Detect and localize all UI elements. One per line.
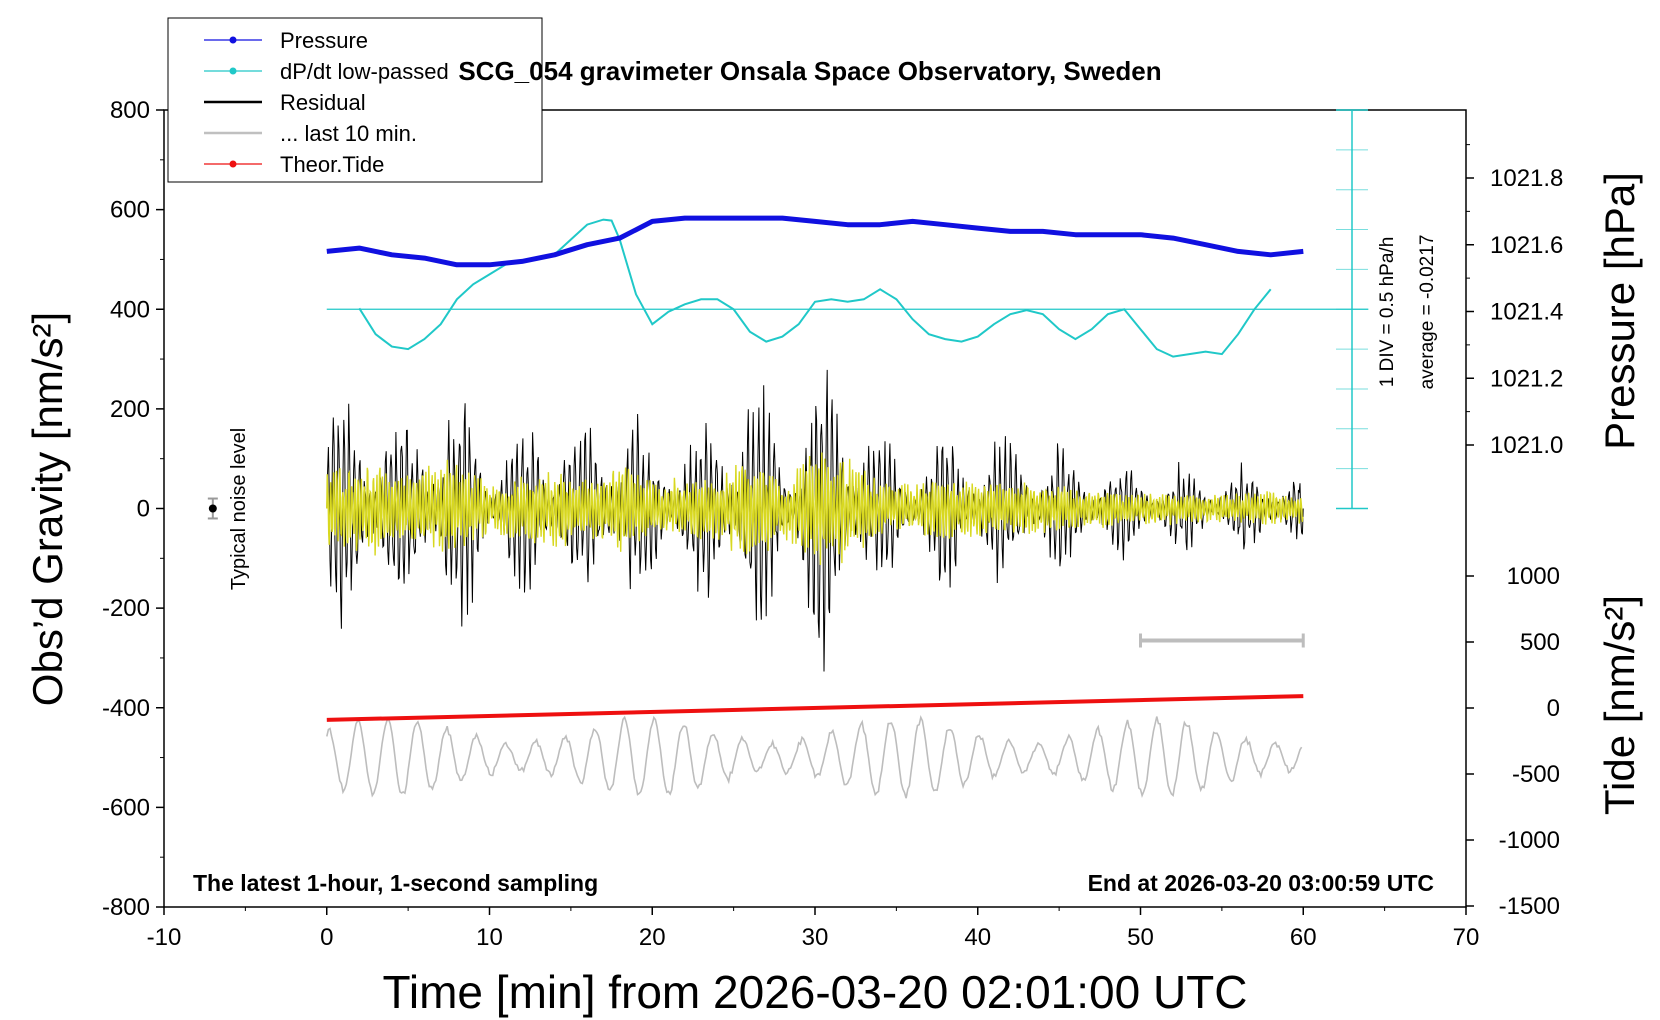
y-tick-label: 0 (137, 496, 150, 523)
y-tick-label: 400 (110, 296, 150, 323)
series-layer (207, 109, 1369, 799)
y-tick-label: -200 (102, 595, 150, 622)
annotation-bottom-right: End at 2026-03-20 03:00:59 UTC (1088, 870, 1434, 896)
legend-swatch-dot (229, 36, 237, 44)
legend-swatch-dot (229, 67, 237, 75)
x-tick-label: 10 (476, 924, 503, 951)
legend-label: Pressure (280, 28, 368, 53)
pressure-line (326, 215, 1304, 268)
x-tick-label: 20 (639, 924, 666, 951)
legend-label: Theor.Tide (280, 152, 384, 177)
dpdt-scale-label: 1 DIV = 0.5 hPa/h (1377, 237, 1398, 388)
legend-label: ... last 10 min. (280, 121, 417, 146)
legend: Pressure dP/dt low-passed Residual ... last… (167, 17, 543, 183)
pressure-tick-label: 1021.0 (1490, 432, 1563, 459)
chart-title: SCG_054 gravimeter Onsala Space Observat… (458, 56, 1161, 86)
x-tick-label: -10 (147, 924, 182, 951)
legend-label: dP/dt low-passed (280, 59, 449, 84)
last-10-min-line (326, 714, 1303, 799)
tide-line (326, 694, 1304, 722)
y-tick-label: -800 (102, 894, 150, 921)
x-axis-label: Time [min] from 2026-03-20 02:01:00 UTC (383, 966, 1248, 1018)
annotation-bottom-left: The latest 1-hour, 1-second sampling (193, 870, 598, 896)
x-tick-label: 40 (964, 924, 991, 951)
pressure-tick-label: 1021.2 (1490, 365, 1563, 392)
y-axis-left: 800 600 400 200 0 -200 -400 -600 -800 (102, 97, 164, 921)
y-tick-label: -600 (102, 794, 150, 821)
tide-tick-label: -1000 (1499, 827, 1560, 854)
y-tick-label: 600 (110, 197, 150, 224)
x-axis: -10 0 10 20 30 40 50 60 70 (147, 907, 1480, 951)
legend-box (167, 17, 543, 183)
legend-swatch-dot (229, 160, 237, 168)
noise-marker (208, 504, 217, 513)
tide-tick-label: 1000 (1507, 563, 1560, 590)
legend-label: Residual (280, 90, 366, 115)
x-tick-label: 60 (1290, 924, 1317, 951)
pressure-tick-label: 1021.6 (1490, 232, 1563, 259)
y-tick-label: 200 (110, 396, 150, 423)
tide-tick-label: 0 (1547, 695, 1560, 722)
dpdt-average-label: average = -0.0217 (1417, 235, 1438, 390)
noise-label: Typical noise level (228, 428, 250, 590)
x-tick-label: 50 (1127, 924, 1154, 951)
pressure-tick-label: 1021.8 (1490, 165, 1563, 192)
dpdt-line (358, 218, 1272, 358)
y-axis-label-tide: Tide [nm/s²] (1596, 595, 1643, 815)
pressure-tick-label: 1021.4 (1490, 299, 1563, 326)
y-tick-label: 800 (110, 97, 150, 124)
y-axis-label-left: Obs’d Gravity [nm/s²] (24, 312, 71, 706)
tide-tick-label: -1500 (1499, 893, 1560, 920)
y-axis-label-pressure: Pressure [hPa] (1596, 172, 1643, 450)
tide-tick-label: 500 (1520, 629, 1560, 656)
x-tick-label: 70 (1453, 924, 1480, 951)
x-tick-label: 30 (802, 924, 829, 951)
tide-tick-label: -500 (1512, 761, 1560, 788)
x-tick-label: 0 (320, 924, 333, 951)
y-axis-right: 1021.8 1021.6 1021.4 1021.2 1021.0 1000 500 0 -5… (1466, 144, 1563, 920)
y-tick-label: -400 (102, 695, 150, 722)
residual-highfreq-line (326, 452, 1304, 566)
